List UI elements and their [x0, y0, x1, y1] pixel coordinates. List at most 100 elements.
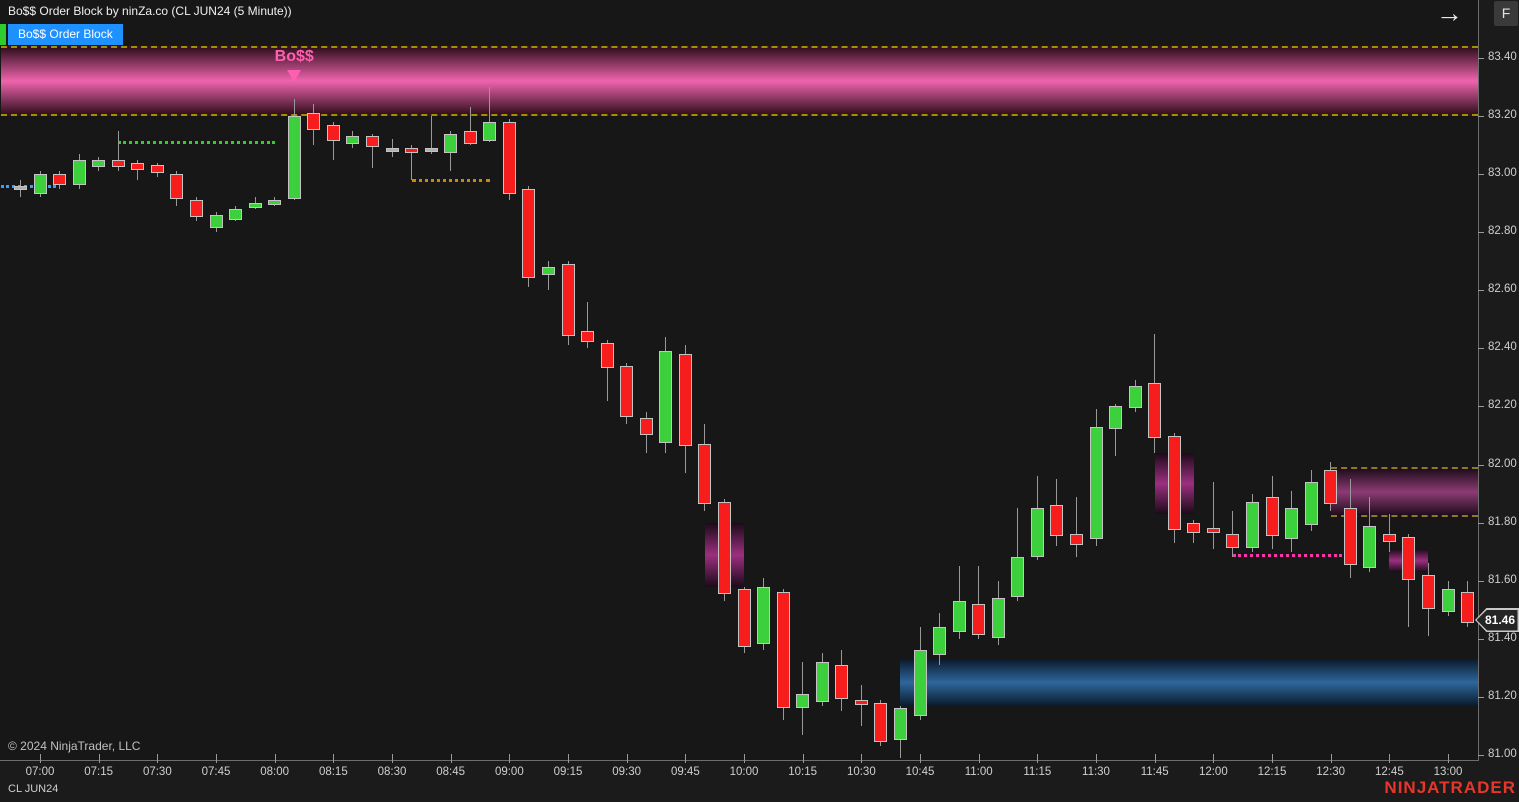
candle[interactable] [854, 699, 868, 705]
time-axis-tick [274, 754, 276, 763]
candle[interactable] [92, 159, 106, 168]
candle[interactable] [1461, 592, 1475, 624]
candle-wick [391, 139, 393, 157]
candle[interactable] [913, 650, 927, 717]
time-axis-label: 13:00 [1433, 766, 1463, 778]
candle[interactable] [659, 351, 673, 444]
candle[interactable] [385, 148, 399, 153]
candle[interactable] [150, 165, 164, 174]
candle[interactable] [1206, 528, 1220, 534]
candle[interactable] [1285, 508, 1299, 540]
candle[interactable] [502, 121, 516, 194]
candle[interactable] [326, 124, 340, 142]
time-axis-line[interactable] [0, 760, 1479, 761]
candle[interactable] [405, 148, 419, 153]
time-axis-tick [1272, 754, 1273, 763]
candle[interactable] [483, 121, 497, 142]
candle[interactable] [463, 130, 477, 145]
candle[interactable] [600, 342, 614, 368]
candle[interactable] [131, 162, 145, 171]
candle[interactable] [972, 603, 986, 635]
candle[interactable] [1343, 508, 1357, 566]
candle[interactable] [111, 159, 125, 168]
candle[interactable] [1382, 534, 1396, 543]
candle[interactable] [365, 136, 379, 148]
order-block-legend-button[interactable]: Bo$$ Order Block [8, 24, 123, 45]
time-axis-label: 07:45 [201, 766, 231, 778]
candle[interactable] [189, 200, 203, 217]
candle[interactable] [1128, 386, 1142, 409]
candle[interactable] [952, 601, 966, 633]
price-axis-label: 81.60 [1488, 573, 1517, 586]
candle[interactable] [424, 148, 438, 153]
last-price-badge: 81.46 [1475, 608, 1519, 632]
candle[interactable] [287, 116, 301, 200]
candle[interactable] [268, 200, 282, 206]
candle[interactable] [444, 133, 458, 153]
candle[interactable] [1363, 525, 1377, 569]
candle[interactable] [53, 174, 67, 185]
candle-wick [978, 566, 980, 639]
candle[interactable] [541, 267, 555, 275]
legend-color-swatch [0, 24, 6, 45]
candle-wick [489, 87, 491, 143]
candle[interactable] [561, 264, 575, 336]
candle[interactable] [209, 214, 223, 229]
f-panel-badge[interactable]: F [1494, 1, 1518, 26]
candle[interactable] [1441, 589, 1455, 612]
candle[interactable] [815, 662, 829, 702]
time-axis-tick [1389, 754, 1391, 763]
time-axis-tick [626, 754, 628, 763]
candle[interactable] [620, 365, 634, 418]
candle[interactable] [1421, 574, 1435, 609]
candle[interactable] [757, 586, 771, 644]
dotted-level-blue [0, 184, 56, 188]
candle[interactable] [522, 188, 536, 278]
candle[interactable] [893, 708, 907, 740]
candle[interactable] [1148, 383, 1162, 438]
candle[interactable] [1324, 470, 1338, 505]
candle[interactable] [1402, 537, 1416, 580]
dotted-level-orange [411, 178, 490, 182]
candle[interactable] [698, 444, 712, 505]
candle[interactable] [1011, 557, 1025, 598]
candle[interactable] [1245, 502, 1259, 548]
candle[interactable] [1265, 496, 1279, 537]
forward-arrow-icon[interactable]: → [1436, 0, 1463, 28]
candle[interactable] [1226, 534, 1240, 548]
time-axis-tick [333, 754, 335, 763]
candle[interactable] [796, 693, 810, 708]
candle[interactable] [33, 174, 47, 194]
candle[interactable] [717, 502, 731, 595]
candle[interactable] [13, 185, 27, 190]
time-axis-tick [509, 754, 511, 763]
candle[interactable] [1089, 426, 1103, 540]
candle[interactable] [1069, 534, 1083, 545]
candle[interactable] [1050, 505, 1064, 537]
candle[interactable] [678, 354, 692, 447]
candle[interactable] [776, 592, 790, 708]
candle[interactable] [1167, 435, 1181, 531]
candle[interactable] [874, 702, 888, 743]
candle[interactable] [1030, 508, 1044, 557]
candle[interactable] [72, 159, 86, 185]
candle[interactable] [1187, 522, 1201, 534]
candle[interactable] [248, 203, 262, 209]
candle[interactable] [229, 209, 243, 220]
candle[interactable] [991, 598, 1005, 638]
candle[interactable] [835, 664, 849, 699]
candle[interactable] [1304, 481, 1318, 525]
candle[interactable] [639, 418, 653, 435]
candle[interactable] [581, 330, 595, 342]
candle[interactable] [1109, 406, 1123, 429]
price-axis-label: 82.00 [1488, 457, 1517, 470]
candle[interactable] [170, 174, 184, 200]
time-axis-label: 11:45 [1140, 766, 1169, 778]
price-chart-canvas[interactable]: Bo$$ [0, 0, 1478, 760]
indicator-title: Bo$$ Order Block by ninZa.co (CL JUN24 (… [8, 4, 292, 18]
candle[interactable] [933, 627, 947, 656]
candle[interactable] [346, 136, 360, 145]
candle[interactable] [307, 113, 321, 130]
price-axis-line[interactable] [1478, 0, 1479, 760]
candle[interactable] [737, 589, 751, 647]
